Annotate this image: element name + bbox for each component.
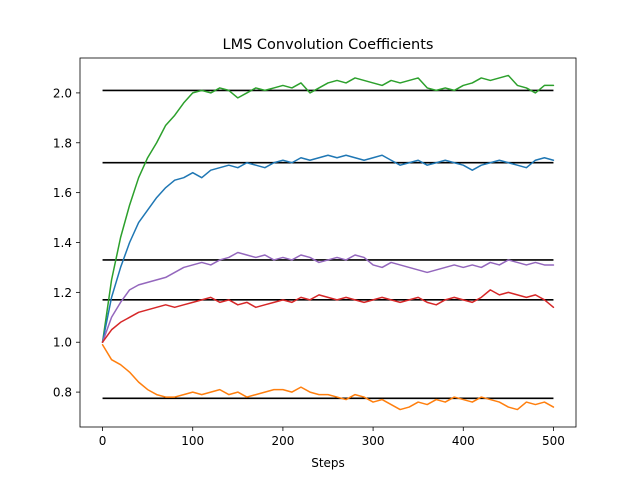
chart-title: LMS Convolution Coefficients [223,37,434,53]
y-tick-label: 1.0 [53,336,72,350]
plot-area: 0 100 200 300 400 500 0.8 1.0 1.2 1.4 1.6 1.8 2.0 [53,57,577,448]
x-axis: 0 100 200 300 400 500 [99,427,565,448]
y-tick-label: 1.2 [53,286,72,300]
y-axis: 0.8 1.0 1.2 1.4 1.6 1.8 2.0 [53,86,80,400]
x-tick-label: 500 [542,434,565,448]
x-axis-label: Steps [311,456,345,470]
series-line [101,154,555,343]
series-lines [101,74,555,411]
x-tick-label: 400 [452,434,475,448]
y-tick-label: 1.8 [53,136,72,150]
x-tick-label: 200 [271,434,294,448]
x-tick-label: 0 [99,434,107,448]
y-tick-label: 2.0 [53,86,72,100]
x-tick-label: 300 [362,434,385,448]
series-line [101,343,555,411]
y-tick-label: 1.4 [53,236,72,250]
y-tick-label: 1.6 [53,186,72,200]
series-line [101,74,555,343]
x-tick-label: 100 [181,434,204,448]
series-line [101,251,555,343]
series-line [101,289,555,343]
y-tick-label: 0.8 [53,386,72,400]
